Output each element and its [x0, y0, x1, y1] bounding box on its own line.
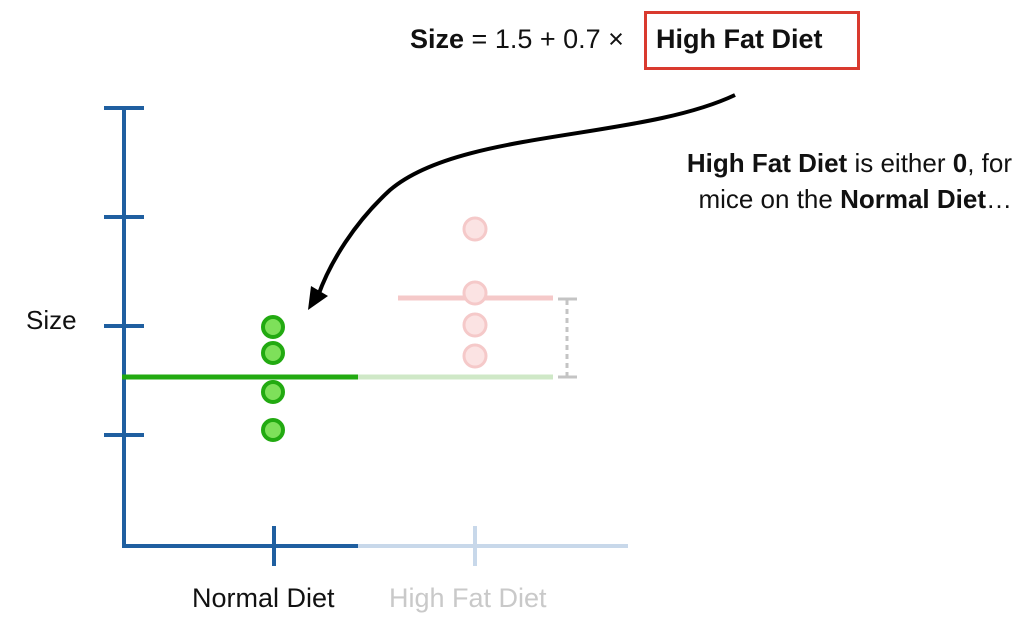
annotation-bold: Normal Diet: [840, 184, 986, 214]
normal-point: [261, 341, 285, 365]
normal-point: [261, 315, 285, 339]
annotation-plain: …: [986, 184, 1012, 214]
high-fat-point: [462, 312, 488, 338]
y-axis-label: Size: [26, 305, 77, 335]
curved-arrow: [316, 93, 736, 297]
high-fat-point: [462, 343, 488, 369]
high-fat-point: [462, 280, 488, 306]
annotation-bold: High Fat Diet: [686, 148, 848, 178]
annotation-text: High Fat Diet is either 0, for mice on t…: [612, 145, 1012, 217]
equation-middle: = 1.5 + 0.7 ×: [471, 24, 624, 54]
normal-point: [261, 418, 285, 442]
high-fat-point: [462, 216, 488, 242]
annotation-plain: mice on the: [698, 184, 841, 214]
arrow-head: [308, 286, 328, 310]
annotation-line-1: High Fat Diet is either 0, for: [612, 145, 1012, 181]
annotation-plain: , for: [967, 148, 1012, 178]
annotation-bold: 0: [952, 148, 968, 178]
equation: Size = 1.5 + 0.7 ×: [410, 24, 624, 55]
normal-point: [261, 380, 285, 404]
equation-lhs: Size: [410, 24, 465, 54]
annotation-plain: is either: [847, 148, 953, 178]
category-label-normal-diet: Normal Diet: [192, 583, 335, 613]
highlight-box: [644, 11, 860, 70]
category-label-high-fat-diet: High Fat Diet: [389, 583, 547, 613]
equation-boxed-term: High Fat Diet: [656, 24, 823, 54]
annotation-line-2: mice on the Normal Diet…: [612, 181, 1012, 217]
